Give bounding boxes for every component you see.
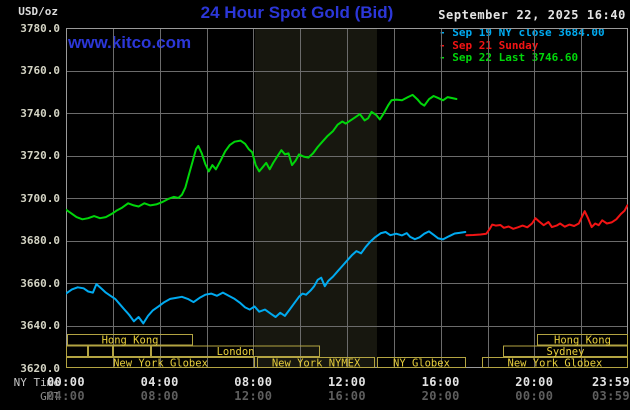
price-line-0 <box>65 230 467 325</box>
page-title: 24 Hour Spot Gold (Bid) <box>200 3 394 22</box>
session-box-london <box>151 345 321 357</box>
gmt-tick: 16:00 <box>327 389 367 403</box>
y-tick-label: 3780.0 <box>20 21 60 35</box>
y-tick-label: 3720.0 <box>20 149 60 162</box>
price-line-1 <box>465 204 629 237</box>
legend-item-1: - Sep 21 Sunday <box>439 38 539 52</box>
ny-time-tick: 20:00 <box>515 375 554 389</box>
ny-time-axis-label: NY Time <box>13 376 60 389</box>
gmt-tick: 00:00 <box>515 389 554 403</box>
gmt-tick: 12:00 <box>234 389 273 403</box>
session-box-ny-globex <box>376 357 466 368</box>
ny-time-tick: 08:00 <box>234 375 273 389</box>
session-label-sydney: Sydney <box>547 346 585 358</box>
session-box-new-york-globex <box>66 357 255 368</box>
y-tick-label: 3640.0 <box>20 319 60 332</box>
session-box-unlabeled <box>66 345 89 357</box>
session-label-london: London <box>217 346 255 358</box>
plot-area: Hong Kong Hong Kong London Sydney New York G… <box>65 28 629 370</box>
session-box-hong-kong <box>536 334 629 346</box>
price-line-2 <box>65 93 458 221</box>
ny-time-tick: 12:00 <box>327 375 367 389</box>
y-tick-label: 3620.0 <box>20 361 60 375</box>
session-box-new-york-nymex <box>257 357 376 368</box>
y-tick-label: 3700.0 <box>20 191 60 205</box>
gmt-tick: 08:00 <box>140 389 179 403</box>
report-datetime: September 22, 2025 16:40 <box>438 8 626 22</box>
session-box-sydney <box>502 345 628 357</box>
legend-item-0: - Sep 19 NY close 3684.00 <box>439 26 605 39</box>
session-label-hong-kong: Hong Kong <box>102 335 159 347</box>
session-label-new-york-globex: New York Globex <box>113 358 208 369</box>
gmt-tick: 03:59 <box>591 389 630 403</box>
y-tick-label: 3740.0 <box>20 106 60 120</box>
ny-time-tick: 00:00 <box>46 375 86 389</box>
ny-time-tick: 16:00 <box>421 375 460 389</box>
y-tick-label: 3680.0 <box>20 234 60 247</box>
session-label-ny-globex: NY Globex <box>393 358 450 369</box>
session-label-hong-kong: Hong Kong <box>554 335 611 347</box>
session-label-new-york-globex: New York Globex <box>508 358 603 369</box>
ny-time-tick: 23:59 <box>591 375 630 389</box>
unit-label: USD/oz <box>18 5 58 18</box>
gmt-tick: 04:00 <box>46 389 86 403</box>
ny-time-tick: 04:00 <box>140 375 179 389</box>
gmt-axis-label: GMT <box>40 390 60 403</box>
gmt-tick: 20:00 <box>421 389 460 403</box>
y-tick-label: 3760.0 <box>20 64 60 77</box>
session-box-unlabeled <box>88 345 113 357</box>
session-box-hong-kong <box>67 334 193 346</box>
session-box-unlabeled <box>112 345 152 357</box>
y-tick-label: 3660.0 <box>20 276 60 290</box>
session-box-new-york-globex <box>481 357 628 368</box>
session-label-new-york-nymex: New York NYMEX <box>272 358 361 369</box>
